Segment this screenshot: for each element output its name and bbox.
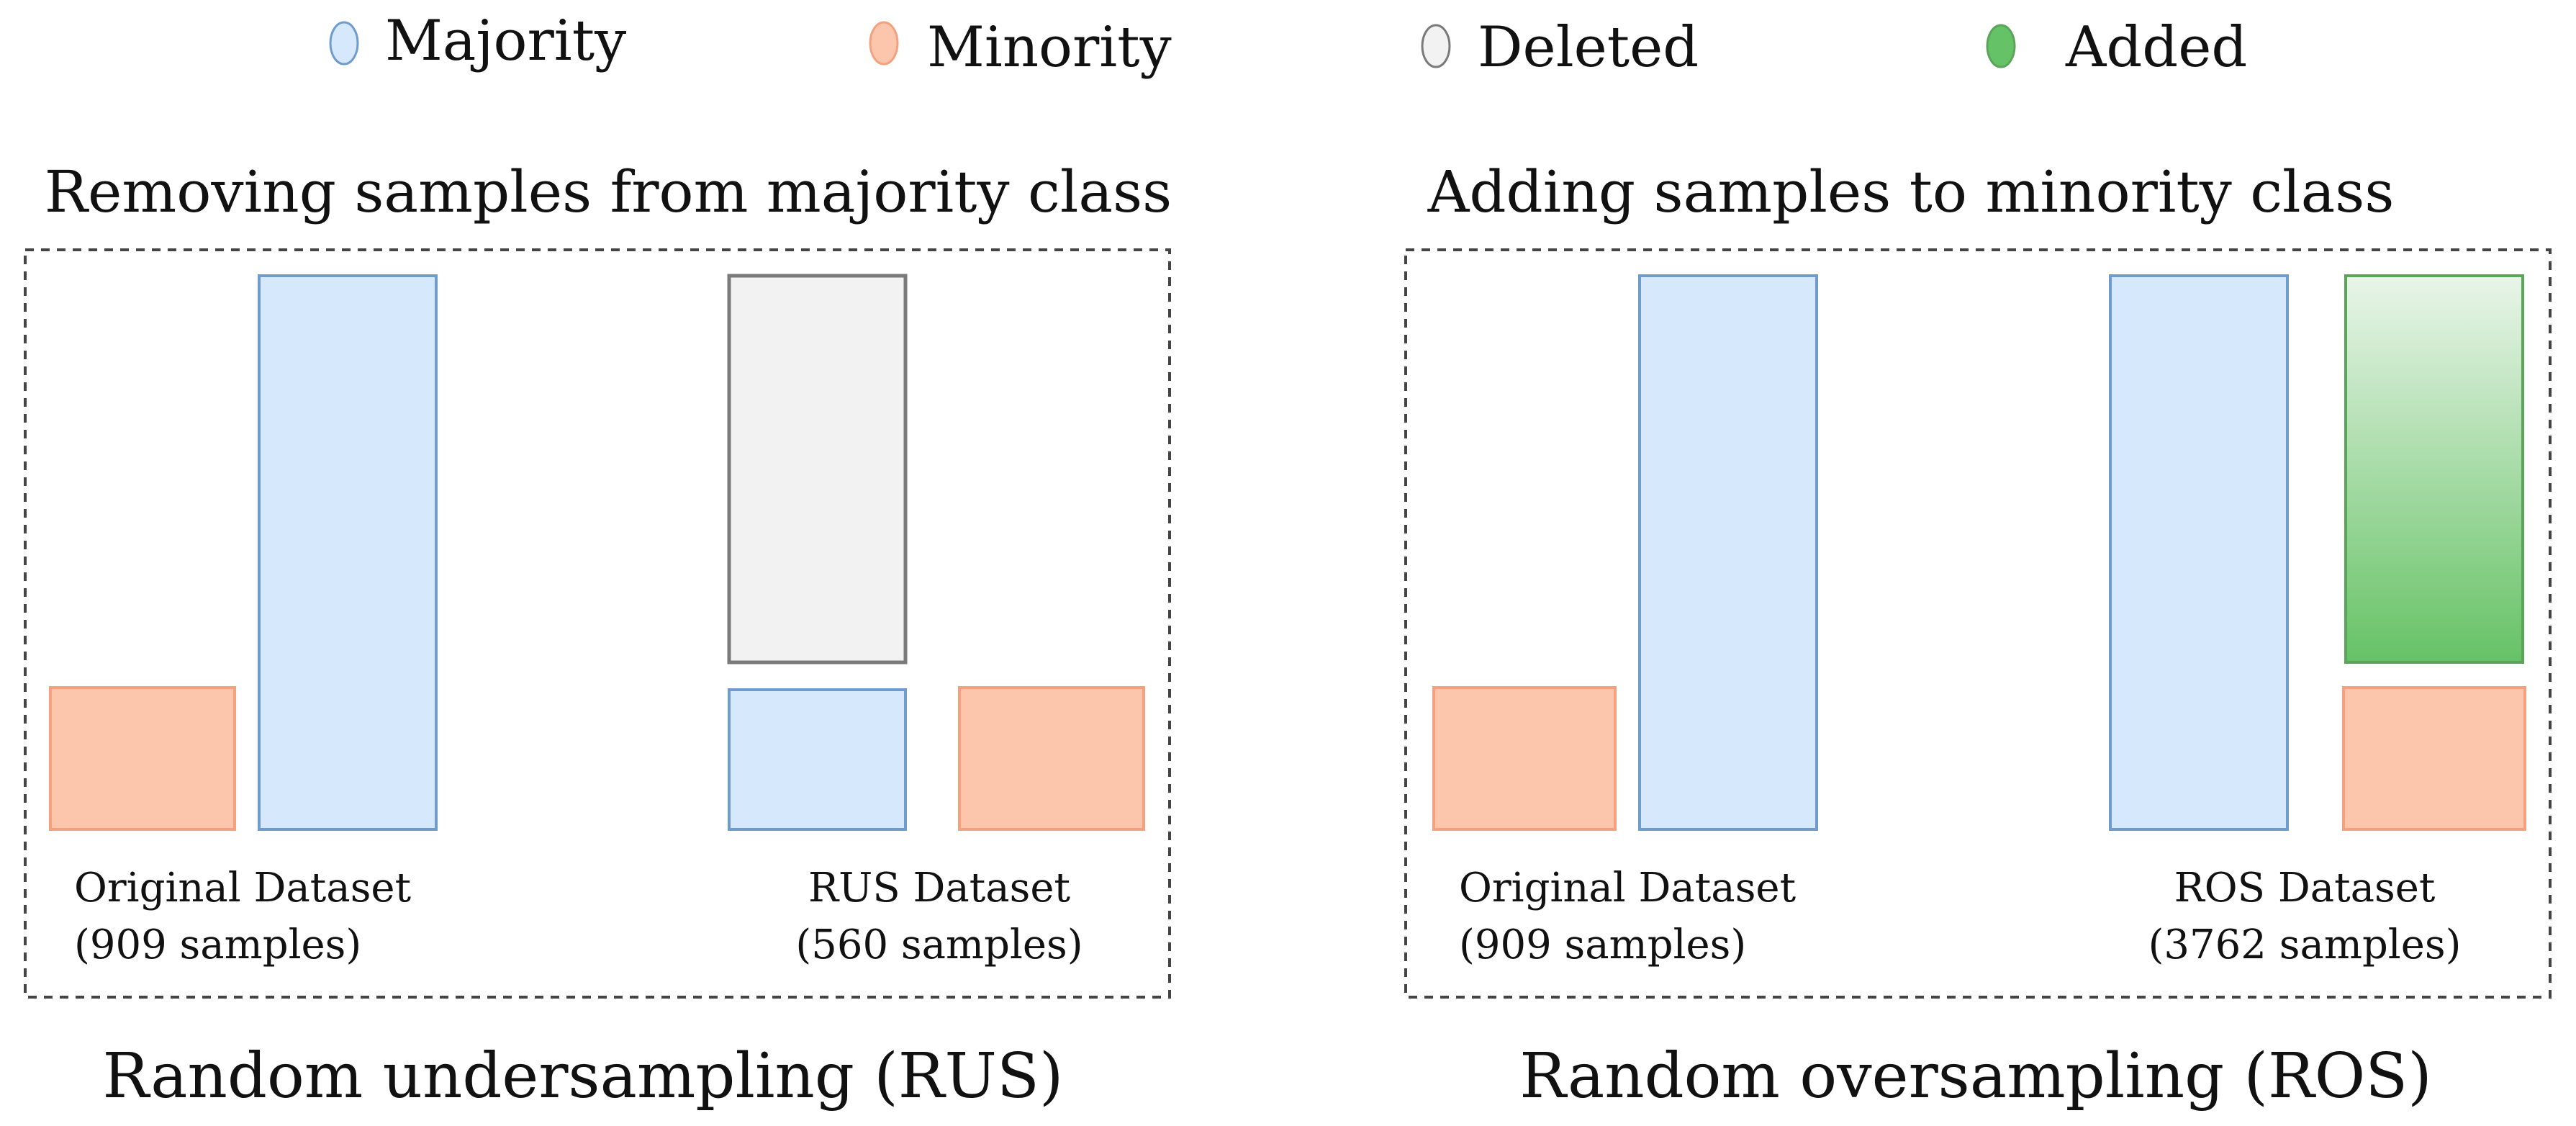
ros-result-minority-bar <box>2342 686 2526 831</box>
legend-item-added: Added <box>1986 15 2247 80</box>
legend: Majority Minority Deleted Added <box>329 9 2247 80</box>
rus-original-sample-count: (909 samples) <box>74 922 361 968</box>
legend-label-minority: Minority <box>927 15 1172 80</box>
ros-original-majority-bar <box>1638 274 1818 831</box>
rus-panel-frame <box>24 248 1171 999</box>
ros-added-minority-bar <box>2344 274 2524 664</box>
rus-deleted-majority-bar <box>727 274 908 665</box>
legend-item-minority: Minority <box>869 15 1172 80</box>
ros-result-majority-bar <box>2109 274 2289 831</box>
legend-item-deleted: Deleted <box>1421 15 1699 80</box>
rus-result-majority-bar <box>728 688 907 831</box>
ros-original-minority-bar <box>1432 686 1617 831</box>
ros-panel: Adding samples to minority class Origina… <box>1404 158 2552 1112</box>
minority-swatch-icon <box>869 21 899 66</box>
legend-label-majority: Majority <box>385 9 626 73</box>
rus-caption: Random undersampling (RUS) <box>103 1040 1064 1112</box>
rus-panel: Removing samples from majority class Ori… <box>24 158 1172 1112</box>
legend-label-added: Added <box>2065 15 2247 80</box>
rus-original-minority-bar <box>49 686 236 831</box>
ros-caption: Random oversampling (ROS) <box>1519 1040 2432 1112</box>
legend-item-majority: Majority <box>329 9 626 73</box>
added-swatch-icon <box>1986 24 2016 68</box>
ros-panel-title: Adding samples to minority class <box>1427 158 2395 225</box>
deleted-swatch-icon <box>1421 24 1451 68</box>
rus-original-majority-bar <box>258 274 438 831</box>
rus-result-sample-count: (560 samples) <box>795 922 1083 968</box>
rus-result-dataset-label: RUS Dataset <box>808 865 1071 911</box>
ros-result-dataset-label: ROS Dataset <box>2174 865 2436 911</box>
majority-swatch-icon <box>329 21 359 66</box>
legend-label-deleted: Deleted <box>1478 15 1699 80</box>
ros-original-dataset-label: Original Dataset <box>1459 865 1797 911</box>
ros-original-sample-count: (909 samples) <box>1459 922 1746 968</box>
ros-result-sample-count: (3762 samples) <box>2148 922 2462 968</box>
ros-panel-frame <box>1404 248 2552 999</box>
rus-panel-title: Removing samples from majority class <box>45 158 1172 225</box>
rus-result-minority-bar <box>958 686 1145 831</box>
rus-original-dataset-label: Original Dataset <box>74 865 412 911</box>
